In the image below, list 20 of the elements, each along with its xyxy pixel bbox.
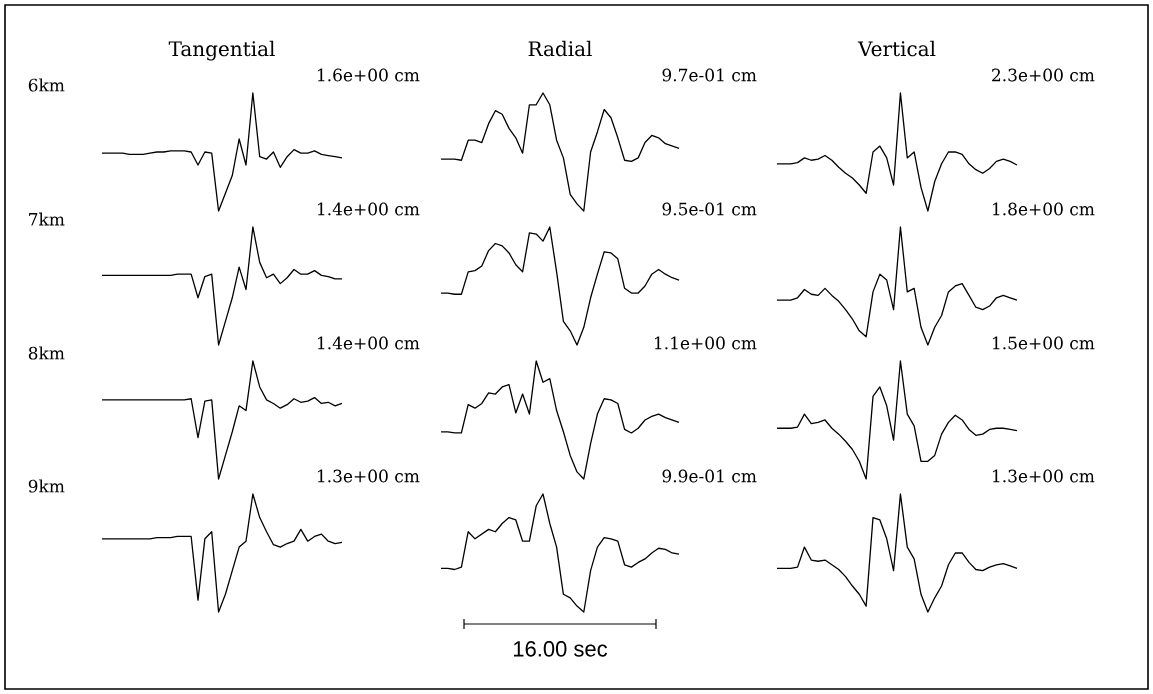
text: 16.00 sec (513, 641, 608, 657)
annotation: 1.3e+00 cm (317, 469, 420, 483)
text: 9.7e-01 cm (662, 68, 757, 82)
annotation: 1.1e+00 cm (654, 336, 757, 350)
annotation: 1.8e+00 cm (992, 202, 1095, 216)
y-axis-title: 8km (28, 346, 65, 360)
annotation: 1.4e+00 cm (317, 336, 420, 350)
annotation: 1.5e+00 cm (992, 336, 1095, 350)
annotation: 9.9e-01 cm (662, 469, 757, 483)
chart-title: Tangential (168, 40, 275, 61)
chart-title: Radial (528, 40, 592, 57)
annotation: 9.5e-01 cm (662, 202, 757, 216)
y-axis-title: 6km (28, 78, 65, 92)
text: 1.6e+00 cm (317, 68, 420, 82)
y-axis-title: 9km (28, 479, 65, 493)
chart-title: Vertical (857, 40, 936, 57)
annotation: 1.3e+00 cm (992, 469, 1095, 483)
y-axis-title: 7km (29, 212, 65, 226)
text: 2.3e+00 cm (992, 68, 1095, 82)
annotation: 1.4e+00 cm (317, 202, 420, 216)
